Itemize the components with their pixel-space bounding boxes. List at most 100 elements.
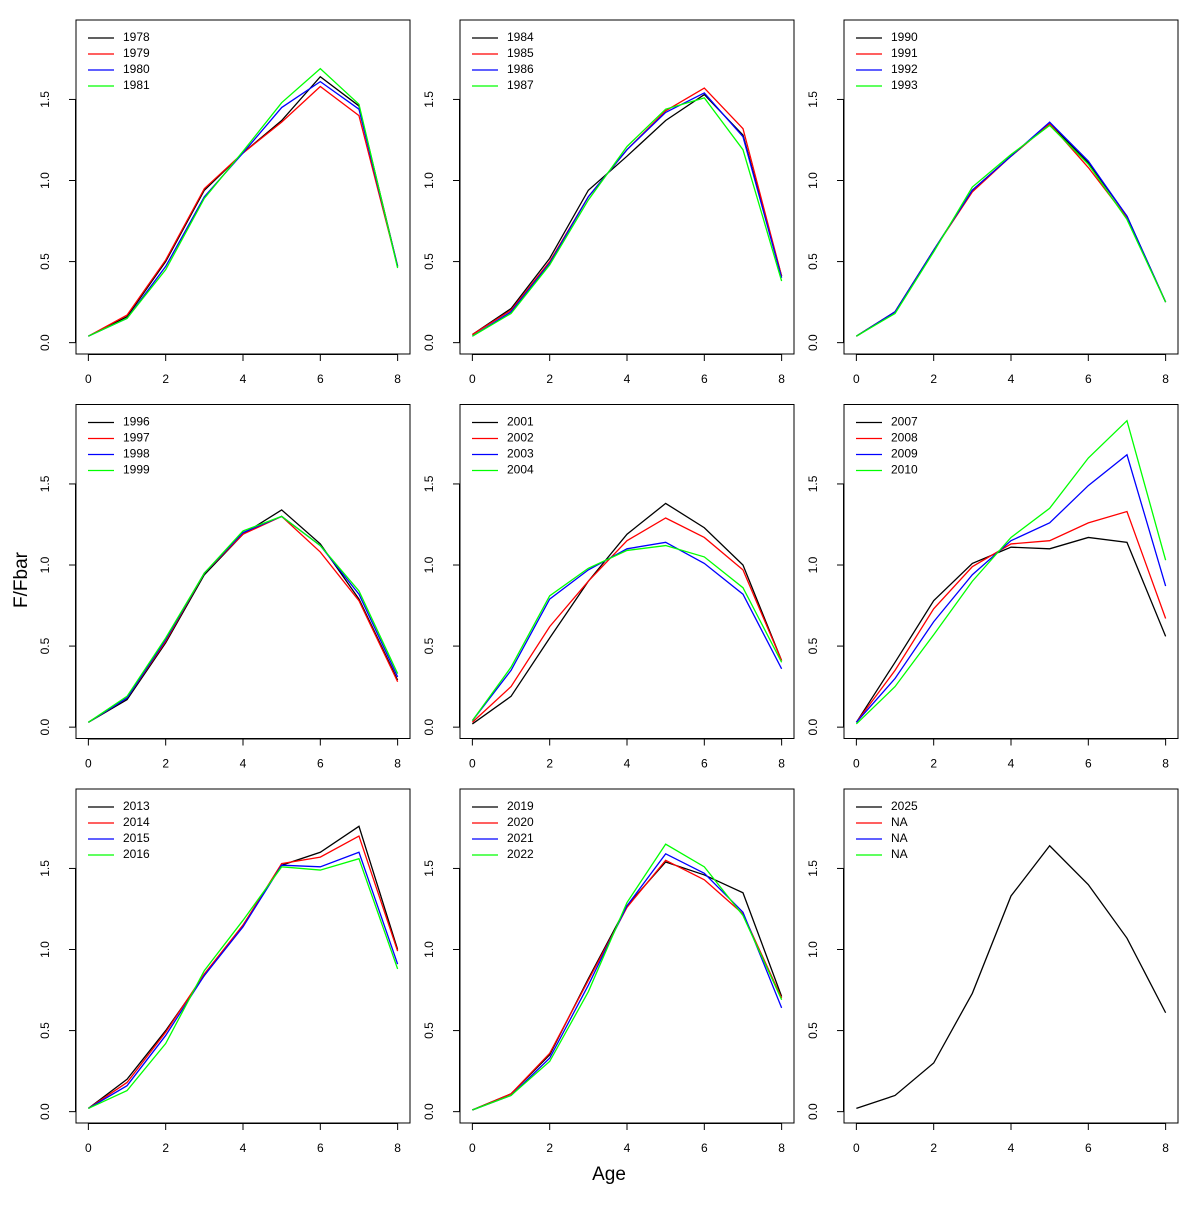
x-tick-label: 6 xyxy=(317,1141,324,1155)
x-tick-label: 6 xyxy=(317,372,324,386)
y-tick-label: 0.5 xyxy=(806,1022,820,1039)
series-line xyxy=(88,835,399,1109)
y-tick-label: 1.0 xyxy=(422,941,436,958)
y-tick-label: 0.5 xyxy=(422,253,436,270)
legend-label: 1997 xyxy=(123,431,150,445)
x-tick-label: 4 xyxy=(240,757,247,771)
x-tick-label: 8 xyxy=(1162,1141,1169,1155)
legend-label: 2025 xyxy=(891,799,918,813)
series-line xyxy=(88,857,399,1110)
legend-label: 2003 xyxy=(507,447,534,461)
legend-label: 2016 xyxy=(123,847,150,861)
series-line xyxy=(88,515,399,723)
y-tick-label: 1.0 xyxy=(422,172,436,189)
legend-label: 1981 xyxy=(123,78,150,92)
legend-label: 2009 xyxy=(891,447,918,461)
legend-label: 1984 xyxy=(507,30,534,44)
y-tick-label: 1.0 xyxy=(806,556,820,573)
legend-label: 2001 xyxy=(507,415,534,429)
y-tick-label: 0.5 xyxy=(806,637,820,654)
x-tick-label: 4 xyxy=(240,1141,247,1155)
y-tick-label: 0.0 xyxy=(38,1103,52,1120)
legend-label: 2021 xyxy=(507,831,534,845)
x-tick-label: 0 xyxy=(853,372,860,386)
y-tick-label: 0.0 xyxy=(422,1103,436,1120)
legend-label: 1990 xyxy=(891,30,918,44)
x-tick-label: 8 xyxy=(778,757,785,771)
x-tick-label: 8 xyxy=(394,1141,401,1155)
legend-label: NA xyxy=(891,815,908,829)
y-tick-label: 0.0 xyxy=(806,1103,820,1120)
y-tick-label: 1.5 xyxy=(422,91,436,108)
legend-label: 1992 xyxy=(891,62,918,76)
legend-label: 1987 xyxy=(507,78,534,92)
y-tick-label: 1.0 xyxy=(806,941,820,958)
legend-label: 2010 xyxy=(891,463,918,477)
x-tick-label: 4 xyxy=(1008,1141,1015,1155)
y-tick-label: 1.5 xyxy=(806,860,820,877)
x-tick-label: 4 xyxy=(624,757,631,771)
y-tick-label: 0.5 xyxy=(806,253,820,270)
x-tick-label: 0 xyxy=(469,757,476,771)
y-tick-label: 1.5 xyxy=(38,91,52,108)
legend-label: 2014 xyxy=(123,815,150,829)
x-tick-label: 8 xyxy=(1162,372,1169,386)
legend-label: 2002 xyxy=(507,431,534,445)
series-line xyxy=(856,121,1167,337)
x-tick-label: 6 xyxy=(1085,757,1092,771)
x-tick-label: 2 xyxy=(546,757,553,771)
x-tick-label: 4 xyxy=(624,372,631,386)
y-tick-label: 1.0 xyxy=(38,556,52,573)
x-tick-label: 0 xyxy=(85,1141,92,1155)
y-tick-label: 1.0 xyxy=(806,172,820,189)
series-line xyxy=(855,453,1167,723)
series-line xyxy=(88,80,399,337)
series-line xyxy=(471,502,783,725)
series-line xyxy=(471,544,783,722)
y-tick-label: 1.5 xyxy=(38,860,52,877)
y-tick-label: 1.0 xyxy=(38,941,52,958)
series-line xyxy=(472,92,783,337)
x-tick-label: 4 xyxy=(1008,372,1015,386)
x-tick-label: 6 xyxy=(701,757,708,771)
x-tick-label: 4 xyxy=(624,1141,631,1155)
y-tick-label: 0.5 xyxy=(38,253,52,270)
series-line xyxy=(855,536,1167,723)
legend-label: 2015 xyxy=(123,831,150,845)
series-line xyxy=(856,844,1167,1110)
y-tick-label: 1.5 xyxy=(38,475,52,492)
x-tick-label: 6 xyxy=(701,1141,708,1155)
series-line xyxy=(88,515,399,723)
x-tick-label: 0 xyxy=(85,372,92,386)
y-axis-label: F/Fbar xyxy=(11,551,32,608)
legend-label: 1986 xyxy=(507,62,534,76)
legend-label: 2019 xyxy=(507,799,534,813)
legend-label: 1980 xyxy=(123,62,150,76)
legend-label: 2022 xyxy=(507,847,534,861)
x-tick-label: 8 xyxy=(778,1141,785,1155)
legend-label: 1978 xyxy=(123,30,150,44)
series-line xyxy=(855,510,1167,723)
x-tick-label: 0 xyxy=(853,1141,860,1155)
x-tick-label: 4 xyxy=(1008,757,1015,771)
x-tick-label: 6 xyxy=(1085,1141,1092,1155)
x-tick-label: 0 xyxy=(85,757,92,771)
x-tick-label: 6 xyxy=(317,757,324,771)
legend-label: 2013 xyxy=(123,799,150,813)
legend-label: 1979 xyxy=(123,46,150,60)
legend-label: 1996 xyxy=(123,415,150,429)
legend-label: 2004 xyxy=(507,463,534,477)
legend-label: 2008 xyxy=(891,431,918,445)
x-tick-label: 2 xyxy=(930,757,937,771)
y-tick-label: 0.0 xyxy=(38,718,52,735)
y-tick-label: 0.0 xyxy=(422,718,436,735)
series-line xyxy=(88,851,399,1109)
series-line xyxy=(472,843,783,1111)
y-tick-label: 0.5 xyxy=(422,637,436,654)
x-tick-label: 8 xyxy=(1162,757,1169,771)
x-tick-label: 6 xyxy=(1085,372,1092,386)
legend-label: 1999 xyxy=(123,463,150,477)
y-tick-label: 1.0 xyxy=(422,556,436,573)
